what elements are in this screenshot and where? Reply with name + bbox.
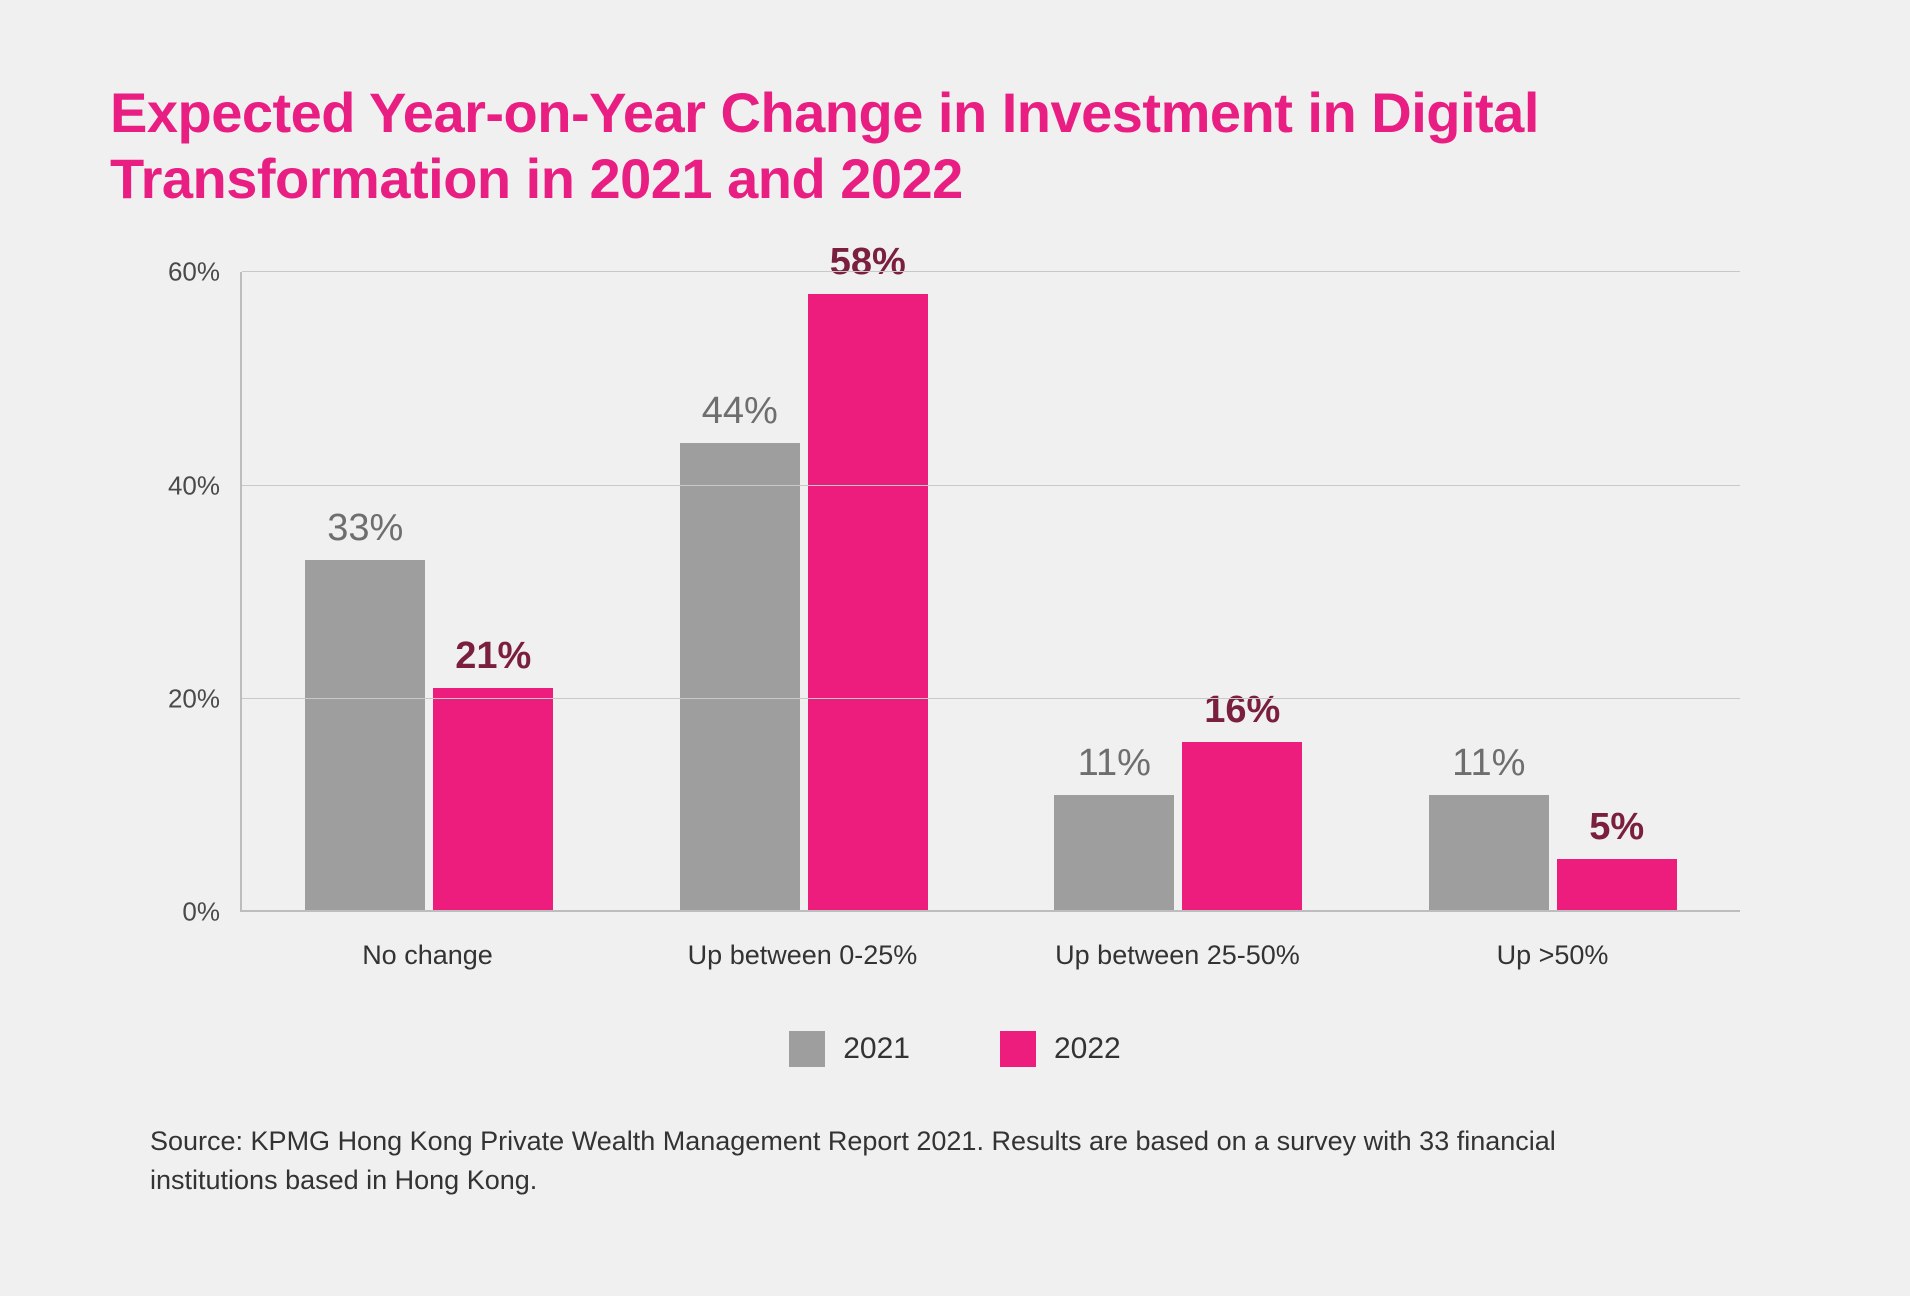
bar-group: 44%58%	[617, 272, 992, 912]
legend-swatch	[1000, 1031, 1036, 1067]
chart-title: Expected Year-on-Year Change in Investme…	[110, 80, 1660, 212]
legend-label: 2022	[1054, 1032, 1121, 1066]
y-tick-label: 20%	[168, 683, 220, 714]
bar-value-label: 5%	[1517, 806, 1717, 849]
bar: 21%	[433, 272, 553, 912]
x-tick-label: Up between 25-50%	[990, 940, 1365, 971]
y-tick-label: 40%	[168, 470, 220, 501]
x-tick-label: Up between 0-25%	[615, 940, 990, 971]
y-axis: 0%20%40%60%	[150, 272, 240, 912]
bar: 44%	[680, 272, 800, 912]
gridline	[242, 271, 1740, 272]
x-axis-baseline	[242, 910, 1740, 912]
y-tick-label: 60%	[168, 257, 220, 288]
bar-rect	[1054, 795, 1174, 912]
bar-rect	[305, 560, 425, 912]
bar: 5%	[1557, 272, 1677, 912]
bar: 58%	[808, 272, 928, 912]
legend-item: 2022	[1000, 1031, 1121, 1067]
chart-plot-area: 0%20%40%60% 33%21%44%58%11%16%11%5%	[150, 272, 1740, 912]
bar-value-label: 16%	[1142, 689, 1342, 732]
x-tick-label: Up >50%	[1365, 940, 1740, 971]
plot-region: 33%21%44%58%11%16%11%5%	[240, 272, 1740, 912]
bar-rect	[680, 443, 800, 912]
y-tick-label: 0%	[182, 897, 220, 928]
source-note: Source: KPMG Hong Kong Private Wealth Ma…	[150, 1122, 1630, 1200]
legend-item: 2021	[789, 1031, 910, 1067]
chart-legend: 2021 2022	[110, 1031, 1800, 1067]
gridline	[242, 698, 1740, 699]
bar-group: 11%5%	[1366, 272, 1741, 912]
x-axis-labels: No changeUp between 0-25%Up between 25-5…	[240, 940, 1740, 971]
bar: 33%	[305, 272, 425, 912]
bar: 11%	[1054, 272, 1174, 912]
bar-group: 33%21%	[242, 272, 617, 912]
legend-label: 2021	[843, 1032, 910, 1066]
bar-group: 11%16%	[991, 272, 1366, 912]
bar-rect	[808, 294, 928, 913]
bar-value-label: 21%	[393, 635, 593, 678]
bar-rect	[1557, 859, 1677, 912]
bar-value-label: 58%	[768, 241, 968, 284]
x-tick-label: No change	[240, 940, 615, 971]
gridline	[242, 485, 1740, 486]
bar-rect	[433, 688, 553, 912]
bar-rect	[1182, 742, 1302, 913]
legend-swatch	[789, 1031, 825, 1067]
bar: 16%	[1182, 272, 1302, 912]
